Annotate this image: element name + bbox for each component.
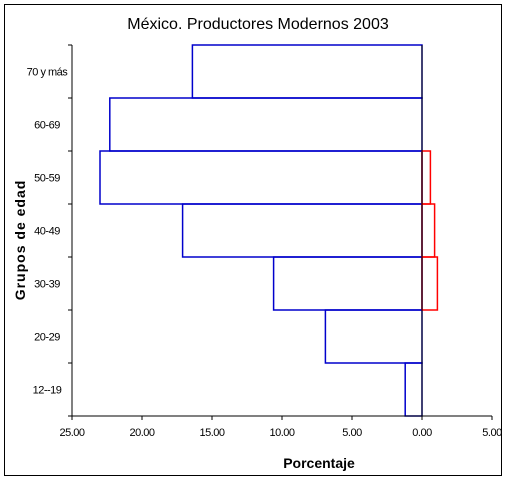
bar-series1-5 [272, 256, 423, 311]
x-tick-label: 10.00 [269, 427, 294, 439]
y-tick-label: 20-29 [34, 332, 60, 344]
y-tick-label: 30-39 [34, 279, 60, 291]
y-axis-label: Grupos de edad [12, 180, 28, 301]
y-tick-label: 12--19 [33, 385, 62, 397]
x-axis-label: Porcentaje [283, 455, 355, 471]
x-tick-label: 0.00 [412, 427, 432, 439]
bar-series2-4 [421, 203, 436, 258]
y-tick-label: 70 y más [27, 67, 69, 79]
y-tick-labels: 70 y más 60-69 50-59 40-49 30-39 20-29 12--19 [27, 67, 69, 397]
bar-series2-5 [421, 256, 439, 311]
x-tick-label: 15.00 [199, 427, 224, 439]
bar-series1-7 [404, 362, 423, 417]
bars-group [99, 44, 439, 417]
bar-series1-3 [99, 150, 423, 205]
x-tick-label: 5.00 [342, 427, 362, 439]
bar-series1-2 [109, 97, 423, 152]
x-tick-labels: 25.00 20.00 15.00 10.00 5.00 0.00 5.00 [59, 427, 502, 439]
y-tick-label: 60-69 [34, 120, 60, 132]
y-tick-label: 40-49 [34, 226, 60, 238]
bar-series2-3 [421, 150, 432, 205]
x-tick-label: 25.00 [59, 427, 84, 439]
axes-group [68, 44, 493, 420]
bar-series1-1 [191, 44, 423, 99]
y-tick-label: 50-59 [34, 173, 60, 185]
chart-frame [4, 4, 502, 476]
bar-series1-6 [324, 309, 423, 364]
bar-series1-4 [181, 203, 423, 258]
x-tick-label: 5.00 [482, 427, 502, 439]
x-tick-label: 20.00 [129, 427, 154, 439]
chart-title: México. Productores Modernos 2003 [127, 16, 389, 33]
